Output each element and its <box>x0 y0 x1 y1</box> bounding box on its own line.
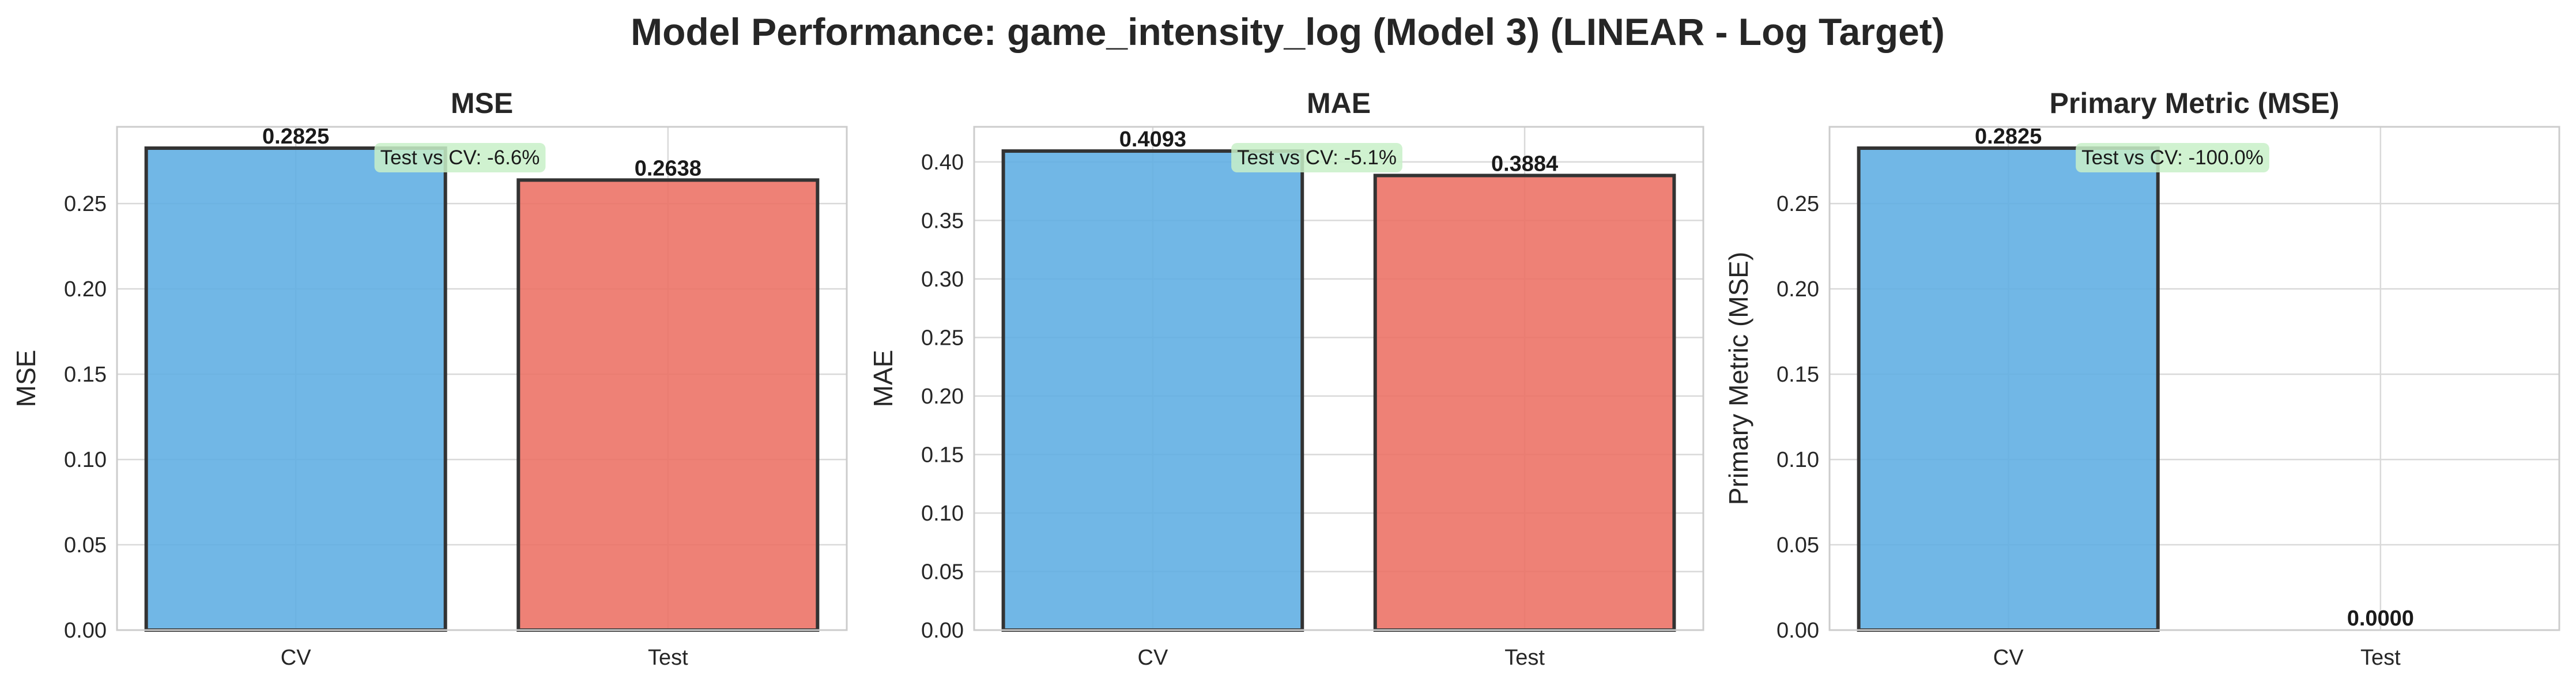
y-axis-label: MSE <box>11 350 41 408</box>
y-axis-label: Primary Metric (MSE) <box>1723 252 1753 506</box>
bar-value-label: 0.2825 <box>262 125 329 149</box>
y-tick-label: 0.25 <box>64 192 107 216</box>
bar-test <box>516 178 820 632</box>
y-tick-label: 0.10 <box>921 502 964 526</box>
chart-panel-3: 0.00 0.05 0.10 0.15 0.20 0.25 0.2825 0.0000 CV Te… <box>1723 87 2560 670</box>
y-tick-label: 0.20 <box>921 385 964 409</box>
y-axis-label: MAE <box>868 350 898 408</box>
bar-value-label: 0.2825 <box>1975 125 2042 149</box>
panel-title: Primary Metric (MSE) <box>2050 87 2340 119</box>
x-tick-label: Test <box>1504 646 1545 670</box>
y-tick-label: 0.25 <box>1777 192 1819 216</box>
x-tick-label: Test <box>2360 646 2401 670</box>
y-tick-label: 0.40 <box>921 150 964 175</box>
axes-frame <box>973 126 1704 631</box>
x-tick-label: CV <box>1993 646 2024 670</box>
y-tick-label: 0.00 <box>64 619 107 643</box>
annotation-box <box>1231 143 1402 172</box>
comparison-annotation: Test vs CV: -6.6% <box>380 146 540 169</box>
figure-title: Model Performance: game_intensity_log (M… <box>631 10 1945 53</box>
y-tick-label: 0.05 <box>921 560 964 584</box>
bar-value-label: 0.0000 <box>2347 606 2414 631</box>
annotation-box <box>2076 143 2269 172</box>
x-tick-label: CV <box>281 646 311 670</box>
axes-frame <box>116 126 848 631</box>
y-tick-label: 0.15 <box>64 363 107 387</box>
chart-panel-1: 0.00 0.05 0.10 0.15 0.20 0.25 0.2825 0.2638 CV Te… <box>11 87 848 670</box>
y-tick-label: 0.30 <box>921 267 964 292</box>
y-tick-label: 0.05 <box>64 533 107 557</box>
axes-frame <box>1828 126 2560 631</box>
y-tick-label: 0.20 <box>1777 277 1819 301</box>
y-tick-label: 0.00 <box>921 619 964 643</box>
panel-title: MAE <box>1307 87 1371 119</box>
bar-cv <box>144 146 447 632</box>
bar-cv <box>1857 146 2160 632</box>
bar-value-label: 0.2638 <box>635 156 701 180</box>
x-tick-label: CV <box>1138 646 1168 670</box>
y-tick-label: 0.15 <box>1777 363 1819 387</box>
comparison-annotation: Test vs CV: -5.1% <box>1237 146 1397 169</box>
y-tick-label: 0.25 <box>921 326 964 350</box>
y-tick-label: 0.10 <box>64 448 107 472</box>
chart-panel-2: 0.00 0.05 0.10 0.15 0.20 0.25 0.30 0.35 0.40 0.40… <box>868 87 1704 670</box>
y-tick-label: 0.15 <box>921 443 964 467</box>
y-tick-label: 0.35 <box>921 209 964 233</box>
bar-cv <box>1001 149 1304 632</box>
panel-title: MSE <box>451 87 513 119</box>
comparison-annotation: Test vs CV: -100.0% <box>2081 146 2264 169</box>
bar-test <box>1373 174 1676 632</box>
bar-value-label: 0.3884 <box>1491 152 1558 176</box>
annotation-box <box>374 143 546 172</box>
y-tick-label: 0.05 <box>1777 533 1819 557</box>
y-tick-label: 0.20 <box>64 277 107 301</box>
y-tick-label: 0.00 <box>1777 619 1819 643</box>
bar-value-label: 0.4093 <box>1119 127 1186 152</box>
x-tick-label: Test <box>648 646 688 670</box>
y-tick-label: 0.10 <box>1777 448 1819 472</box>
